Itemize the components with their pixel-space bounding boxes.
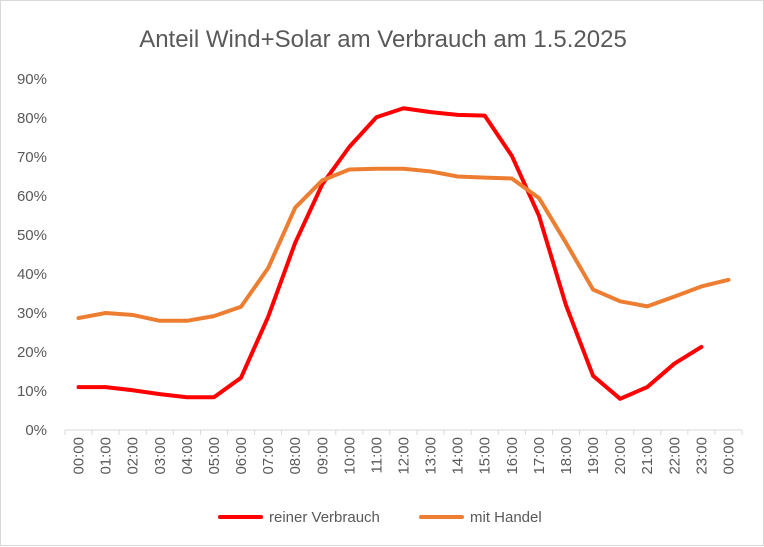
- x-tick-label: 18:00: [558, 437, 575, 475]
- x-tick-label: 07:00: [260, 437, 277, 475]
- legend-label: reiner Verbrauch: [269, 509, 380, 526]
- chart-title: Anteil Wind+Solar am Verbrauch am 1.5.20…: [139, 26, 627, 53]
- x-tick-label: 09:00: [314, 437, 331, 475]
- x-tick-label: 21:00: [639, 437, 656, 475]
- x-tick-label: 00:00: [71, 437, 88, 475]
- x-tick-label: 19:00: [585, 437, 602, 475]
- series-line: [76, 166, 731, 323]
- x-tick-label: 22:00: [666, 437, 683, 475]
- y-tick-label: 0%: [25, 422, 47, 439]
- x-tick-label: 12:00: [396, 437, 413, 475]
- y-tick-label: 70%: [17, 149, 47, 166]
- x-tick-label: 02:00: [125, 437, 142, 475]
- x-tick-label: 17:00: [531, 437, 548, 475]
- x-axis-ticks: 00:00 01:00 02:00 03:00 04:00 05:00 06:00 07:00…: [71, 437, 738, 475]
- y-tick-label: 60%: [17, 188, 47, 205]
- y-tick-label: 10%: [17, 383, 47, 400]
- legend-label: mit Handel: [470, 509, 542, 526]
- x-tick-label: 14:00: [450, 437, 467, 475]
- series-lines: [76, 106, 731, 401]
- legend: reiner Verbrauch mit Handel: [218, 509, 542, 526]
- y-tick-label: 30%: [17, 305, 47, 322]
- series-line: [76, 106, 704, 401]
- y-tick-label: 90%: [17, 71, 47, 88]
- x-tick-label: 01:00: [98, 437, 115, 475]
- y-axis-ticks: 0% 10% 20% 30% 40% 50% 60% 70% 80% 90%: [17, 71, 47, 439]
- x-tick-label: 06:00: [233, 437, 250, 475]
- y-tick-label: 40%: [17, 266, 47, 283]
- x-tick-label: 11:00: [368, 437, 385, 473]
- x-tick-label: 23:00: [693, 437, 710, 475]
- x-tick-label: 05:00: [206, 437, 223, 475]
- y-tick-label: 50%: [17, 227, 47, 244]
- axes: [64, 429, 743, 435]
- x-tick-label: 15:00: [477, 437, 494, 475]
- x-tick-label: 03:00: [152, 437, 169, 475]
- x-tick-label: 04:00: [179, 437, 196, 475]
- x-tick-label: 10:00: [341, 437, 358, 475]
- x-tick-label: 20:00: [612, 437, 629, 475]
- x-tick-label: 08:00: [287, 437, 304, 475]
- y-tick-label: 80%: [17, 110, 47, 127]
- x-tick-label: 13:00: [423, 437, 440, 475]
- x-tick-label: 00:00: [720, 437, 737, 475]
- x-tick-label: 16:00: [504, 437, 521, 475]
- y-tick-label: 20%: [17, 344, 47, 361]
